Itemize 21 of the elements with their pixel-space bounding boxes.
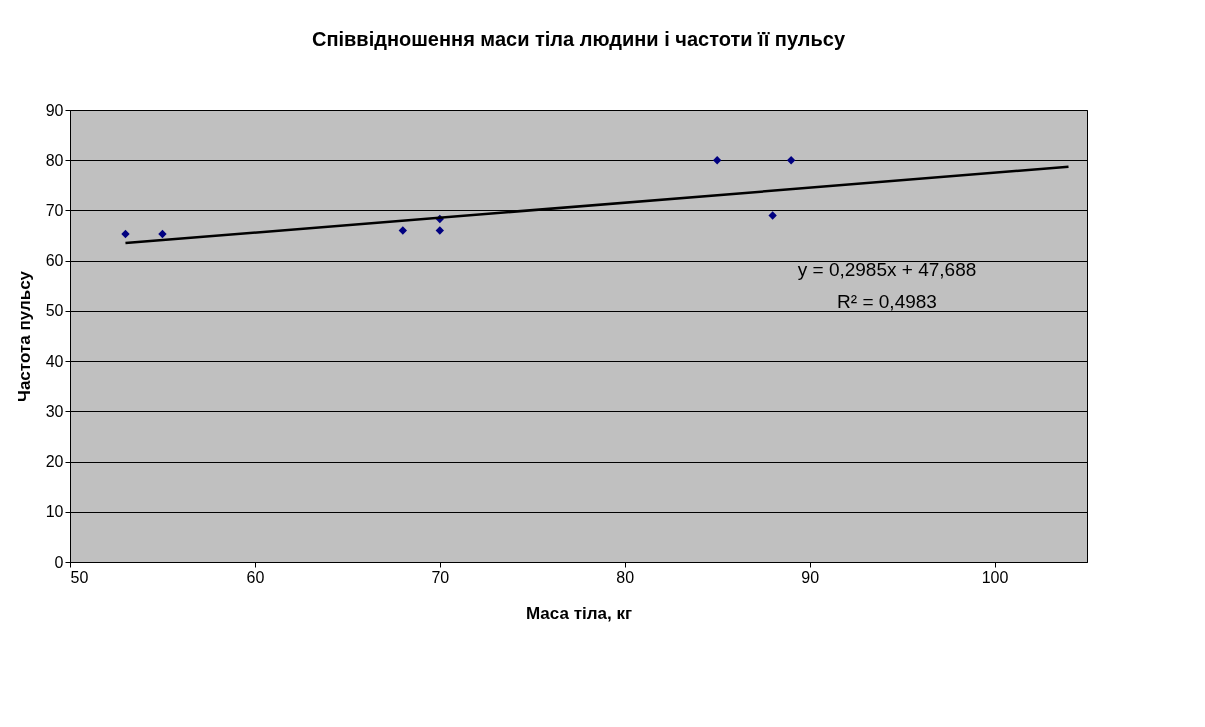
x-tick-label: 80 [616,568,635,586]
y-tick-label: 0 [54,553,64,571]
x-axis-title: Маса тіла, кг [525,603,633,623]
chart-title: Співвідношення маси тіла людини і частоти її пульсу [311,28,846,50]
x-tick-label: 90 [801,568,820,586]
y-tick-label: 90 [45,101,64,119]
y-tick-label: 50 [45,302,64,320]
x-tick-label: 60 [246,568,265,586]
y-tick-label: 20 [45,453,64,471]
y-tick-label: 70 [45,201,64,219]
annotation: R² = 0,4983 [837,291,937,312]
y-tick-label: 80 [45,151,64,169]
y-axis-title: Частота пульсу [14,270,34,403]
y-tick-label: 40 [45,352,64,370]
x-tick-label: 70 [431,568,450,586]
y-tick-label: 30 [45,402,64,420]
annotation: y = 0,2985x + 47,688 [797,259,977,280]
x-tick-label: 50 [70,568,89,586]
y-tick-label: 10 [45,503,64,521]
x-tick-label: 100 [981,568,1009,586]
y-tick-label: 60 [45,252,64,270]
